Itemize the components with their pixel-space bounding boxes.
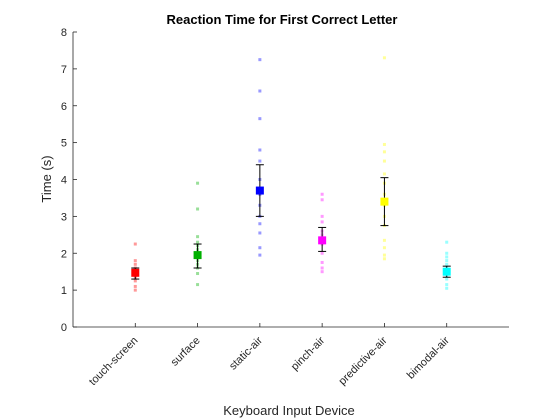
data-point xyxy=(320,266,324,270)
data-point xyxy=(445,262,449,266)
data-point xyxy=(445,259,449,263)
data-point xyxy=(382,257,386,261)
x-axis-title: Keyboard Input Device xyxy=(223,403,355,418)
y-tick-label: 3 xyxy=(61,211,67,223)
data-point xyxy=(445,286,449,290)
data-point xyxy=(320,214,324,218)
data-point xyxy=(445,277,449,281)
data-point xyxy=(258,148,262,152)
data-point xyxy=(133,259,137,263)
data-point xyxy=(382,238,386,242)
data-point xyxy=(382,56,386,60)
y-tick-label: 1 xyxy=(61,285,67,297)
data-point xyxy=(196,181,200,185)
data-point xyxy=(258,231,262,235)
data-point xyxy=(382,172,386,176)
data-point xyxy=(320,198,324,202)
data-point xyxy=(196,207,200,211)
y-tick-label: 6 xyxy=(61,101,67,113)
x-tick-label: surface xyxy=(169,335,203,369)
data-point xyxy=(258,246,262,250)
data-point xyxy=(258,117,262,121)
y-tick-label: 8 xyxy=(61,27,67,39)
data-point xyxy=(133,279,137,283)
data-point xyxy=(258,89,262,93)
y-tick-label: 5 xyxy=(61,138,67,150)
x-tick-label: predictive-air xyxy=(337,334,390,387)
data-point xyxy=(133,284,137,288)
chart-title: Reaction Time for First Correct Letter xyxy=(167,12,398,27)
mean-marker xyxy=(255,186,264,195)
y-tick-label: 4 xyxy=(61,175,67,187)
x-tick-label: pinch-air xyxy=(289,334,328,373)
mean-marker xyxy=(318,236,327,245)
plot-area: 0 1 2 3 4 5 6 7 8 touch-screen surface static-air pi… xyxy=(61,27,509,388)
mean-marker xyxy=(442,267,451,276)
data-point xyxy=(382,246,386,250)
data-point xyxy=(258,58,262,62)
data-point xyxy=(445,283,449,287)
data-point xyxy=(196,235,200,239)
data-point xyxy=(382,253,386,257)
mean-marker xyxy=(131,268,140,277)
data-point xyxy=(320,260,324,264)
data-point xyxy=(258,253,262,257)
data-point xyxy=(258,159,262,163)
data-point xyxy=(445,255,449,259)
data-point xyxy=(382,150,386,154)
data-point xyxy=(445,240,449,244)
data-point xyxy=(445,251,449,255)
y-tick-label: 7 xyxy=(61,64,67,76)
data-point xyxy=(133,262,137,266)
y-axis-title: Time (s) xyxy=(39,155,54,202)
data-point xyxy=(320,251,324,255)
data-point xyxy=(258,222,262,226)
mean-marker xyxy=(380,197,389,206)
data-point xyxy=(320,192,324,196)
data-point xyxy=(320,270,324,274)
x-tick-label: static-air xyxy=(227,334,265,372)
data-point xyxy=(133,242,137,246)
data-point xyxy=(320,220,324,224)
data-point xyxy=(133,288,137,292)
data-point xyxy=(196,272,200,276)
x-tick-label: touch-screen xyxy=(87,335,140,388)
x-tick-label: bimodal-air xyxy=(405,334,452,381)
data-point xyxy=(196,240,200,244)
data-point xyxy=(382,142,386,146)
mean-marker xyxy=(193,251,202,260)
data-point xyxy=(196,283,200,287)
y-tick-label: 0 xyxy=(61,322,67,334)
y-tick-label: 2 xyxy=(61,248,67,260)
data-point xyxy=(382,159,386,163)
